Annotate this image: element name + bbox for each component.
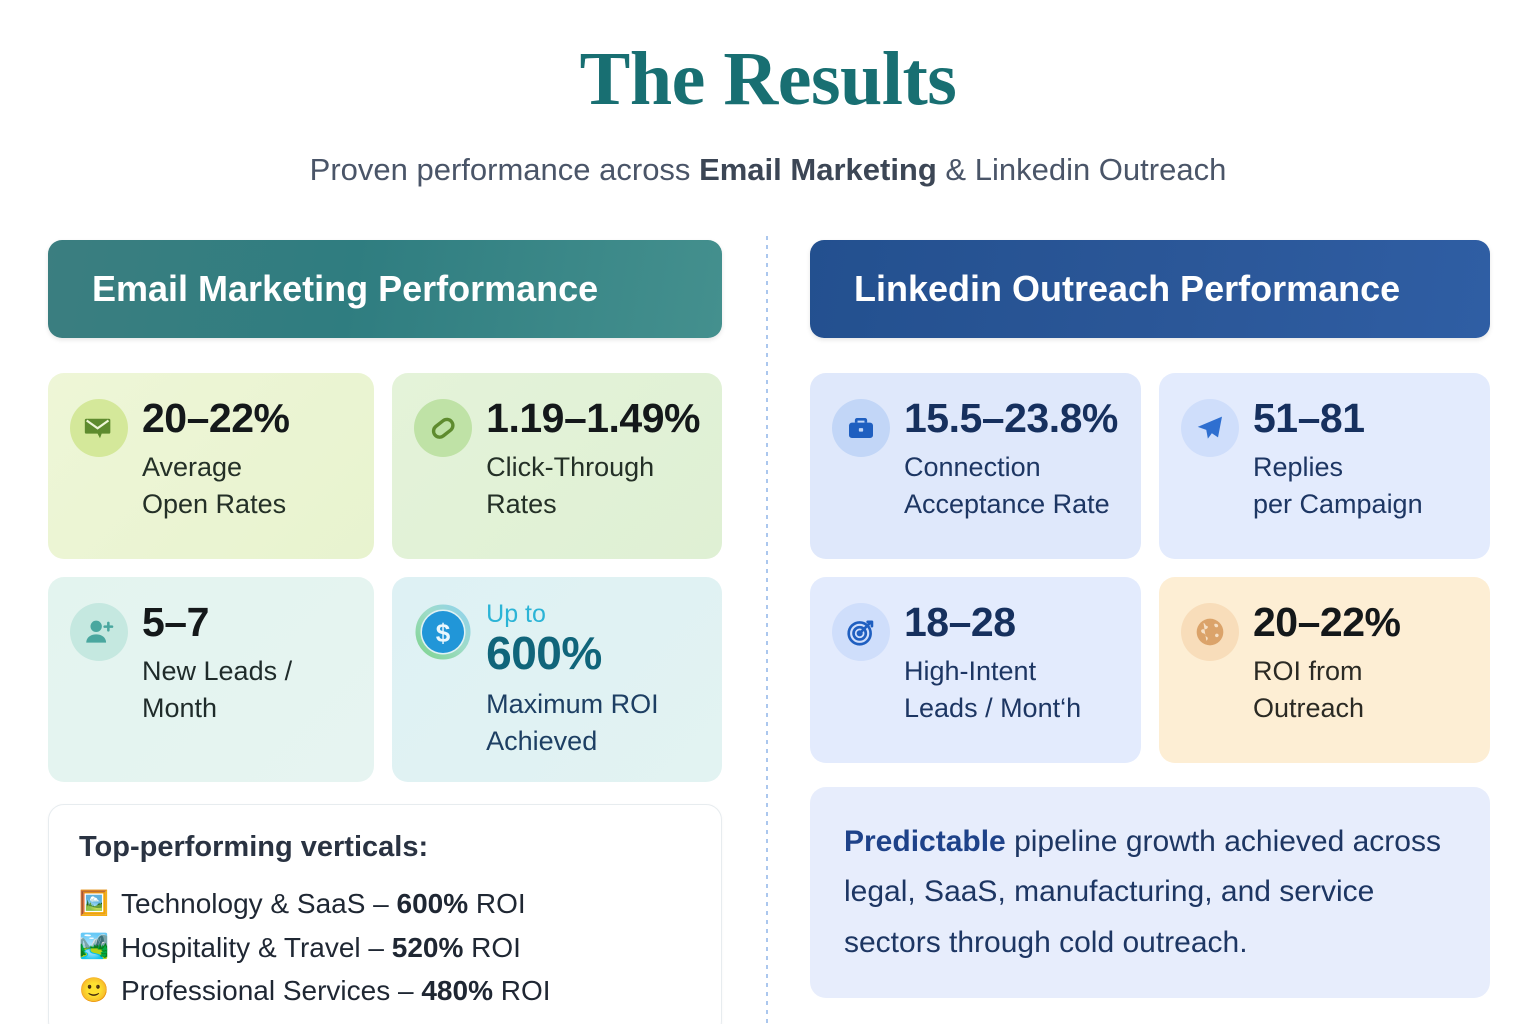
email-marketing-heading-label: Email Marketing Performance: [92, 268, 599, 309]
vertical-name: Technology & SaaS –: [121, 888, 397, 920]
email-marketing-heading: Email Marketing Performance: [48, 240, 722, 338]
vertical-roi: 600%: [396, 888, 469, 920]
stat-value: 1.19–1.49%: [486, 395, 700, 441]
email-marketing-stat-grid: 20–22% Average Open Rates: [48, 373, 722, 783]
stat-label: Connection Acceptance Rate: [904, 449, 1119, 524]
column-divider: [766, 236, 768, 1024]
svg-text:$: $: [436, 618, 451, 648]
linkedin-outreach-heading-label: Linkedin Outreach Performance: [854, 268, 1401, 309]
target-icon: [832, 603, 890, 661]
stat-label-line1: ROI from: [1253, 656, 1363, 687]
list-item: 🙂 Professional Services – 480% ROI: [79, 969, 691, 1012]
stat-label: Replies per Campaign: [1253, 449, 1468, 524]
vertical-roi: 520%: [391, 931, 464, 963]
stat-label-line1: High-Intent: [904, 656, 1037, 687]
vertical-text: Professional Services – 480% ROI: [121, 969, 551, 1012]
user-plus-icon: [70, 603, 128, 661]
stat-label: Maximum ROI Achieved: [486, 686, 700, 761]
vertical-roi: 480%: [421, 975, 493, 1007]
stat-label-line1: Click-Through: [486, 452, 655, 483]
stat-value: 20–22%: [142, 395, 290, 441]
list-item: 🏞️ Hospitality & Travel – 520% ROI: [79, 926, 691, 969]
stat-label-line2: per Campaign: [1253, 489, 1423, 520]
top-performing-verticals-box: Top-performing verticals: 🖼️ Technology …: [48, 804, 722, 1024]
subtitle-pre: Proven performance across: [309, 152, 700, 187]
stat-value: 51–81: [1253, 395, 1365, 441]
summary-emphasis: Predictable: [844, 825, 1006, 858]
framed-picture-icon: 🖼️: [79, 889, 109, 917]
stat-value: 20–22%: [1253, 599, 1401, 645]
vertical-name: Professional Services –: [121, 975, 422, 1007]
globe-icon: [1181, 603, 1239, 661]
stat-label-line2: Month: [142, 693, 218, 724]
stat-value: 5–7: [142, 599, 209, 645]
stat-card-maximum-roi[interactable]: $ Up to 600% Maximum ROI Achieved: [392, 577, 722, 783]
paper-plane-icon: [1181, 399, 1239, 457]
stat-label-line2: Achieved: [486, 726, 598, 757]
stat-label-line2: Acceptance Rate: [904, 489, 1110, 520]
stat-card-roi-from-outreach[interactable]: 20–22% ROI from Outreach: [1159, 577, 1490, 763]
stat-card-new-leads[interactable]: 5–7 New Leads / Month: [48, 577, 375, 783]
stat-label: New Leads / Month: [142, 653, 352, 728]
stat-card-open-rates[interactable]: 20–22% Average Open Rates: [48, 373, 375, 559]
stat-label-line1: Average: [142, 452, 243, 483]
stat-label: Average Open Rates: [142, 449, 352, 524]
vertical-suffix: ROI: [463, 931, 521, 963]
subtitle-post: & Linkedin Outreach: [936, 152, 1227, 187]
stat-label-line2: Leads / Mont‘h: [904, 693, 1082, 724]
vertical-text: Hospitality & Travel – 520% ROI: [121, 926, 521, 969]
stat-label-line1: Maximum ROI: [486, 688, 659, 719]
outreach-summary-box: Predictable pipeline growth achieved acr…: [810, 787, 1490, 999]
subtitle-emphasis: Email Marketing: [699, 152, 937, 187]
stat-label-line1: New Leads /: [142, 656, 293, 687]
stat-value: 18–28: [904, 599, 1016, 645]
stat-label-line2: Rates: [486, 489, 557, 520]
vertical-name: Hospitality & Travel –: [121, 931, 392, 963]
linkedin-outreach-heading: Linkedin Outreach Performance: [810, 240, 1490, 338]
landscape-icon: 🏞️: [79, 933, 109, 961]
vertical-text: Technology & SaaS – 600% ROI: [121, 882, 526, 925]
vertical-suffix: ROI: [468, 888, 526, 920]
stat-card-click-through[interactable]: 1.19–1.49% Click-Through Rates: [392, 373, 722, 559]
envelope-icon: [70, 399, 128, 457]
vertical-suffix: ROI: [492, 975, 551, 1007]
linkedin-outreach-column: Linkedin Outreach Performance 15.5–23.8%: [810, 240, 1490, 999]
stat-label-line1: Replies: [1253, 452, 1344, 483]
stat-label-line2: Outreach: [1253, 693, 1365, 724]
stat-label-line1: Connection: [904, 452, 1041, 483]
stat-card-connection-acceptance[interactable]: 15.5–23.8% Connection Acceptance Rate: [810, 373, 1141, 559]
dollar-coin-icon: $: [414, 603, 472, 661]
page-subtitle: Proven performance across Email Marketin…: [0, 152, 1536, 188]
stat-card-high-intent-leads[interactable]: 18–28 High-Intent Leads / Mont‘h: [810, 577, 1141, 763]
verticals-heading: Top-performing verticals:: [79, 831, 429, 864]
summary-text: pipeline growth achieved across legal, S…: [844, 825, 1441, 959]
stat-value: 600%: [486, 626, 602, 679]
stat-value: 15.5–23.8%: [904, 395, 1118, 441]
briefcase-icon: [832, 399, 890, 457]
stat-label-line2: Open Rates: [142, 489, 287, 520]
stat-label: High-Intent Leads / Mont‘h: [904, 653, 1119, 728]
email-marketing-column: Email Marketing Performance 20–22% Av: [48, 240, 722, 1024]
page-title: The Results: [579, 37, 957, 121]
linkedin-outreach-stat-grid: 15.5–23.8% Connection Acceptance Rate: [810, 373, 1490, 763]
stat-label: ROI from Outreach: [1253, 653, 1468, 728]
stat-label: Click-Through Rates: [486, 449, 700, 524]
stat-card-replies[interactable]: 51–81 Replies per Campaign: [1159, 373, 1490, 559]
stat-eyebrow: Up to: [486, 600, 546, 628]
tag-pill-icon: [414, 399, 473, 457]
smiling-face-icon: 🙂: [79, 976, 109, 1004]
list-item: 🖼️ Technology & SaaS – 600% ROI: [79, 882, 691, 925]
